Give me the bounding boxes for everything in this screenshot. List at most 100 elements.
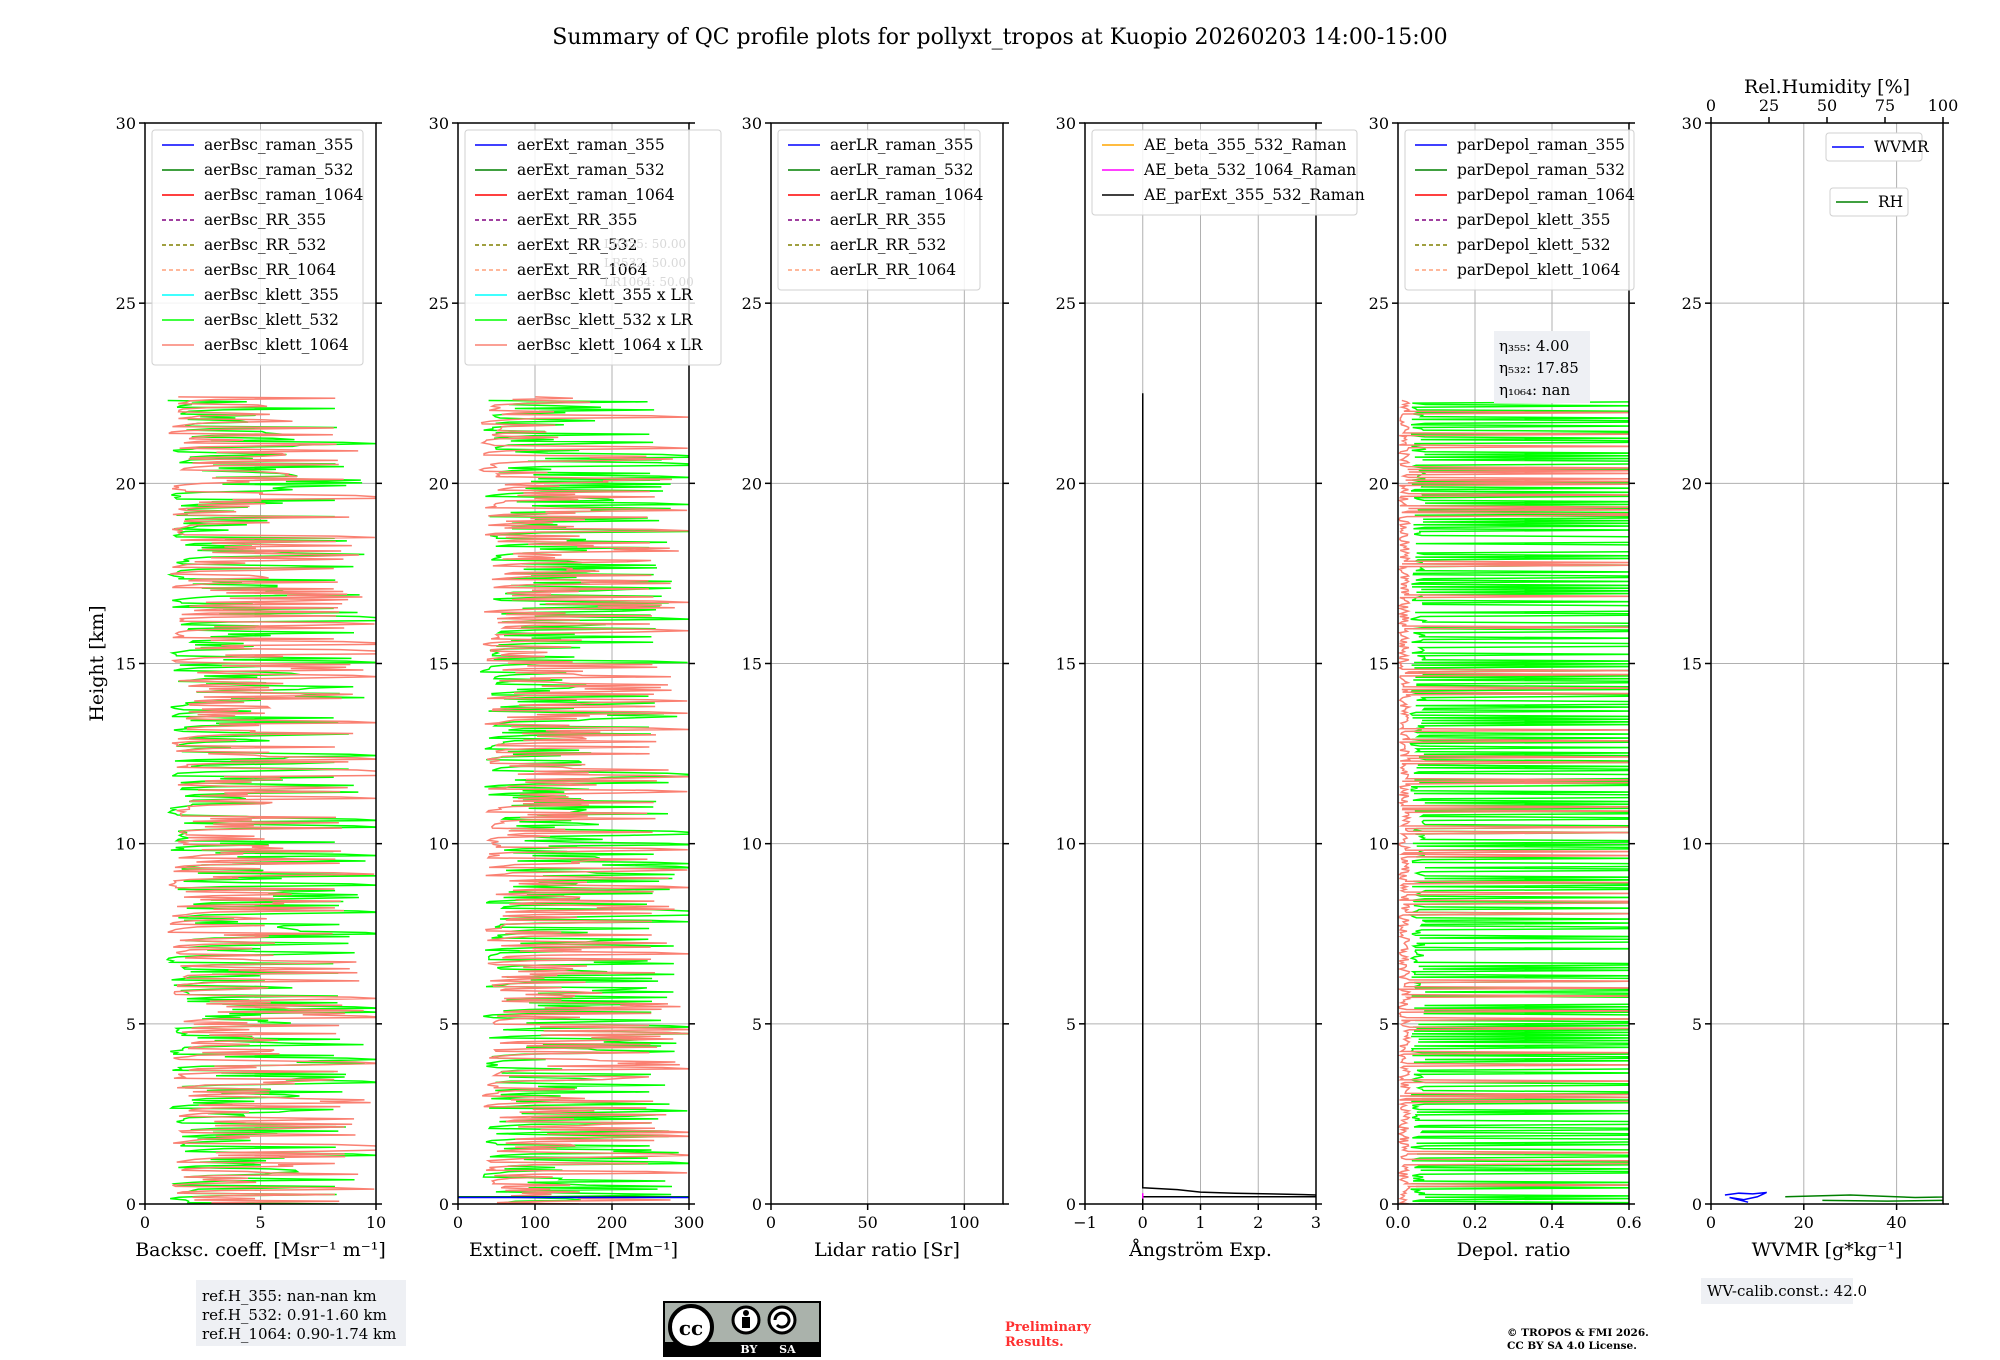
y-tick-label: 30	[1056, 114, 1076, 133]
y-tick-label: 0	[126, 1195, 136, 1214]
x-tick-label: 3	[1311, 1213, 1321, 1232]
x-tick-label: 20	[1794, 1213, 1814, 1232]
legend-entry: aerBsc_klett_355	[204, 286, 339, 304]
legend-entry: aerLR_raman_1064	[830, 186, 983, 204]
legend-entry: parDepol_raman_355	[1457, 136, 1625, 154]
legend-entry: parDepol_klett_1064	[1457, 261, 1620, 279]
ref-height-355: ref.H_355: nan-nan km	[202, 1287, 377, 1305]
x-tick-label: 10	[366, 1213, 386, 1232]
y-tick-label: 10	[1682, 835, 1702, 854]
y-tick-label: 30	[116, 114, 136, 133]
series-line-aerBsc_klett_1064	[167, 396, 376, 1204]
legend: aerLR_raman_355 aerLR_raman_532 aerLR_rama…	[777, 129, 983, 291]
lr-faded-label: LR532: 50.00	[604, 256, 686, 270]
panel-water-vapor: 0 20 40 0 5 10 15 20 25 30 WVMR [g*kg⁻¹] 0 25 50 75 100…	[1682, 76, 1959, 1261]
cc-logo-icon	[668, 1304, 714, 1350]
y-tick-label: 30	[429, 114, 449, 133]
y-tick-label: 15	[116, 655, 136, 674]
y-tick-label: 20	[1369, 474, 1389, 493]
wv-calib-box: WV-calib.const.: 42.0	[1701, 1278, 1867, 1304]
y-tick-label: 20	[1056, 474, 1076, 493]
legend-entry: AE_beta_355_532_Raman	[1143, 136, 1346, 154]
series-line-aerBsc_klett_1064 x LR	[478, 396, 689, 1204]
y-tick-label: 0	[1066, 1195, 1076, 1214]
legend-box	[151, 129, 364, 366]
y-tick-label: 20	[1682, 474, 1702, 493]
sa-share-alike-icon	[767, 1305, 797, 1335]
series-group	[165, 396, 376, 1204]
legend-entry: aerBsc_klett_1064 x LR	[517, 336, 704, 354]
x-tick-label: 0.0	[1385, 1213, 1410, 1232]
eta-value: η₅₃₂: 17.85	[1499, 359, 1579, 377]
y-tick-label: 5	[1066, 1015, 1076, 1034]
x-tick-label: 0.4	[1539, 1213, 1564, 1232]
y-tick-label: 25	[1682, 294, 1702, 313]
y-tick-label: 5	[439, 1015, 449, 1034]
y-tick-label: 10	[429, 835, 449, 854]
legend-entry: aerExt_raman_1064	[517, 186, 675, 204]
y-tick-label: 15	[1056, 655, 1076, 674]
legend-entry: aerBsc_klett_532 x LR	[517, 311, 694, 329]
legend-entry: aerBsc_klett_1064	[204, 336, 349, 354]
legend-box	[1404, 129, 1635, 291]
series-group	[1724, 1191, 1943, 1203]
preliminary-label-2: Results.	[1005, 1335, 1064, 1350]
cc-license-badge: cc BY SA	[663, 1301, 821, 1357]
legend-entry: aerLR_RR_532	[830, 236, 946, 254]
series-group	[1142, 393, 1316, 1204]
series-line-WVMR	[1724, 1191, 1767, 1203]
x-tick-label: 50	[857, 1213, 877, 1232]
y-tick-label: 20	[429, 474, 449, 493]
preliminary-label: Preliminary	[1005, 1320, 1091, 1335]
y-tick-label: 15	[1682, 655, 1702, 674]
copyright-line-1: © TROPOS & FMI 2026.	[1507, 1327, 1649, 1339]
x2-tick-label: 25	[1759, 96, 1779, 115]
series-line-parDepol_klett_532	[1408, 401, 1629, 1204]
y-tick-label: 10	[1056, 835, 1076, 854]
y-tick-label: 30	[1369, 114, 1389, 133]
x-tick-label: 0.2	[1462, 1213, 1487, 1232]
series-line-parDepol_klett_1064	[1398, 399, 1629, 1204]
series-line-AE_parExt_355_532_Raman	[1142, 393, 1316, 1204]
legend-entry: aerBsc_raman_355	[204, 136, 354, 154]
annotation-box	[1494, 331, 1590, 403]
series-group	[458, 396, 689, 1204]
legend-entry: WVMR	[1874, 138, 1930, 156]
x-tick-label: 200	[597, 1213, 628, 1232]
y-tick-label: 10	[116, 835, 136, 854]
legend-entry: parDepol_raman_532	[1457, 161, 1625, 179]
panel-extinction: 0 100 200 300 0 5 10 15 20 25 30 Extinct. coeff. [M…	[429, 114, 722, 1261]
x-tick-label: 5	[255, 1213, 265, 1232]
legend-entry: AE_beta_532_1064_Raman	[1143, 161, 1356, 179]
x-tick-label: 0	[140, 1213, 150, 1232]
lr-faded-label: LR355: 50.00	[604, 237, 686, 251]
y-tick-label: 25	[1369, 294, 1389, 313]
y-tick-label: 0	[1692, 1195, 1702, 1214]
x-tick-label: −1	[1073, 1213, 1097, 1232]
legend: aerExt_raman_355 aerExt_raman_532 aerExt_r…	[464, 129, 722, 366]
y-tick-label: 15	[1369, 655, 1389, 674]
legend-entry: parDepol_raman_1064	[1457, 186, 1635, 204]
x-axis-label: WVMR [g*kg⁻¹]	[1752, 1239, 1903, 1261]
legend-entry: parDepol_klett_355	[1457, 211, 1610, 229]
series-group	[1398, 399, 1629, 1204]
legend-entry: aerLR_RR_355	[830, 211, 946, 229]
legend-entry: aerLR_raman_532	[830, 161, 973, 179]
panel-backscatter: 0 5 10 0 5 10 15 20 25 30 Backsc. coeff. [Msr⁻¹ m⁻…	[86, 114, 386, 1261]
x-tick-label: 0	[1138, 1213, 1148, 1232]
x-tick-label: 2	[1253, 1213, 1263, 1232]
legend-entry: aerExt_RR_355	[517, 211, 638, 229]
y-tick-label: 10	[1369, 835, 1389, 854]
eta-value: η₁₀₆₄: nan	[1499, 381, 1570, 399]
y-tick-label: 0	[752, 1195, 762, 1214]
y-tick-label: 15	[429, 655, 449, 674]
legend: parDepol_raman_355 parDepol_raman_532 parD…	[1404, 129, 1635, 291]
y-tick-label: 20	[116, 474, 136, 493]
x2-axis-label: Rel.Humidity [%]	[1744, 76, 1910, 98]
x2-tick-label: 75	[1875, 96, 1895, 115]
legend-entry: aerLR_raman_355	[830, 136, 973, 154]
legend-entry: aerBsc_klett_355 x LR	[517, 286, 694, 304]
y-tick-label: 0	[1379, 1195, 1389, 1214]
x-tick-label: 300	[674, 1213, 705, 1232]
y-tick-label: 10	[742, 835, 762, 854]
